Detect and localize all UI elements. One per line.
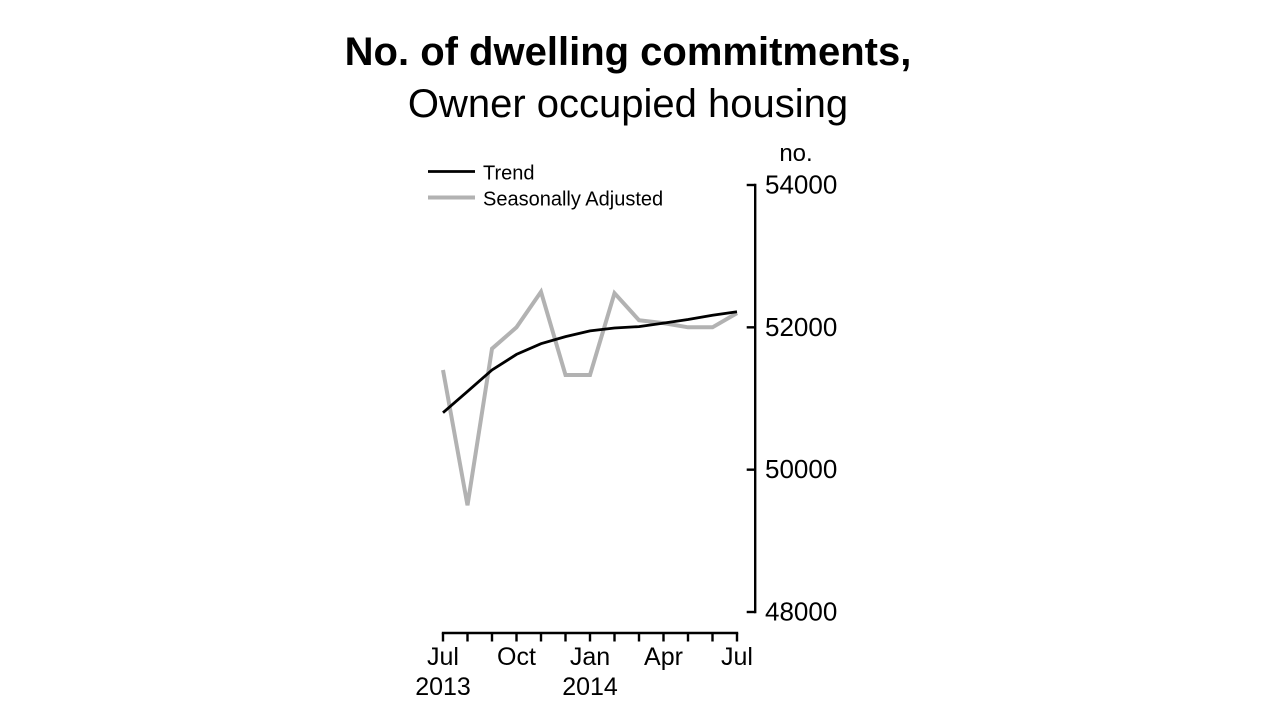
x-year-label-2014: 2014 [562, 673, 618, 701]
x-year-label-2013: 2013 [415, 673, 471, 701]
chart-legend: Trend Seasonally Adjusted [428, 163, 663, 211]
x-tick-label-jul: Jul [427, 643, 459, 671]
y-axis: 54000 52000 50000 48000 [746, 170, 837, 627]
y-tick-label: 52000 [765, 312, 837, 342]
y-tick-label: 48000 [765, 597, 837, 627]
chart-title-line2: Owner occupied housing [407, 82, 849, 126]
legend-trend-label: Trend [483, 163, 535, 185]
x-tick-label-apr: Apr [644, 643, 683, 671]
y-axis-unit-label: no. [779, 140, 812, 167]
legend-seasonally-adjusted-label: Seasonally Adjusted [483, 189, 663, 211]
data-series-lines [441, 287, 739, 506]
series-line-trend [442, 310, 738, 414]
x-tick-label-jul: Jul [721, 643, 753, 671]
series-line-seasonally-adjusted [441, 287, 739, 506]
y-tick-label: 54000 [765, 170, 837, 200]
x-tick-label-jan: Jan [570, 643, 610, 671]
x-tick-label-oct: Oct [497, 643, 536, 671]
chart-title-line1: No. of dwelling commitments, [344, 30, 912, 74]
chart-title: No. of dwelling commitments, Owner occup… [0, 30, 1256, 126]
y-tick-label: 50000 [765, 454, 837, 484]
